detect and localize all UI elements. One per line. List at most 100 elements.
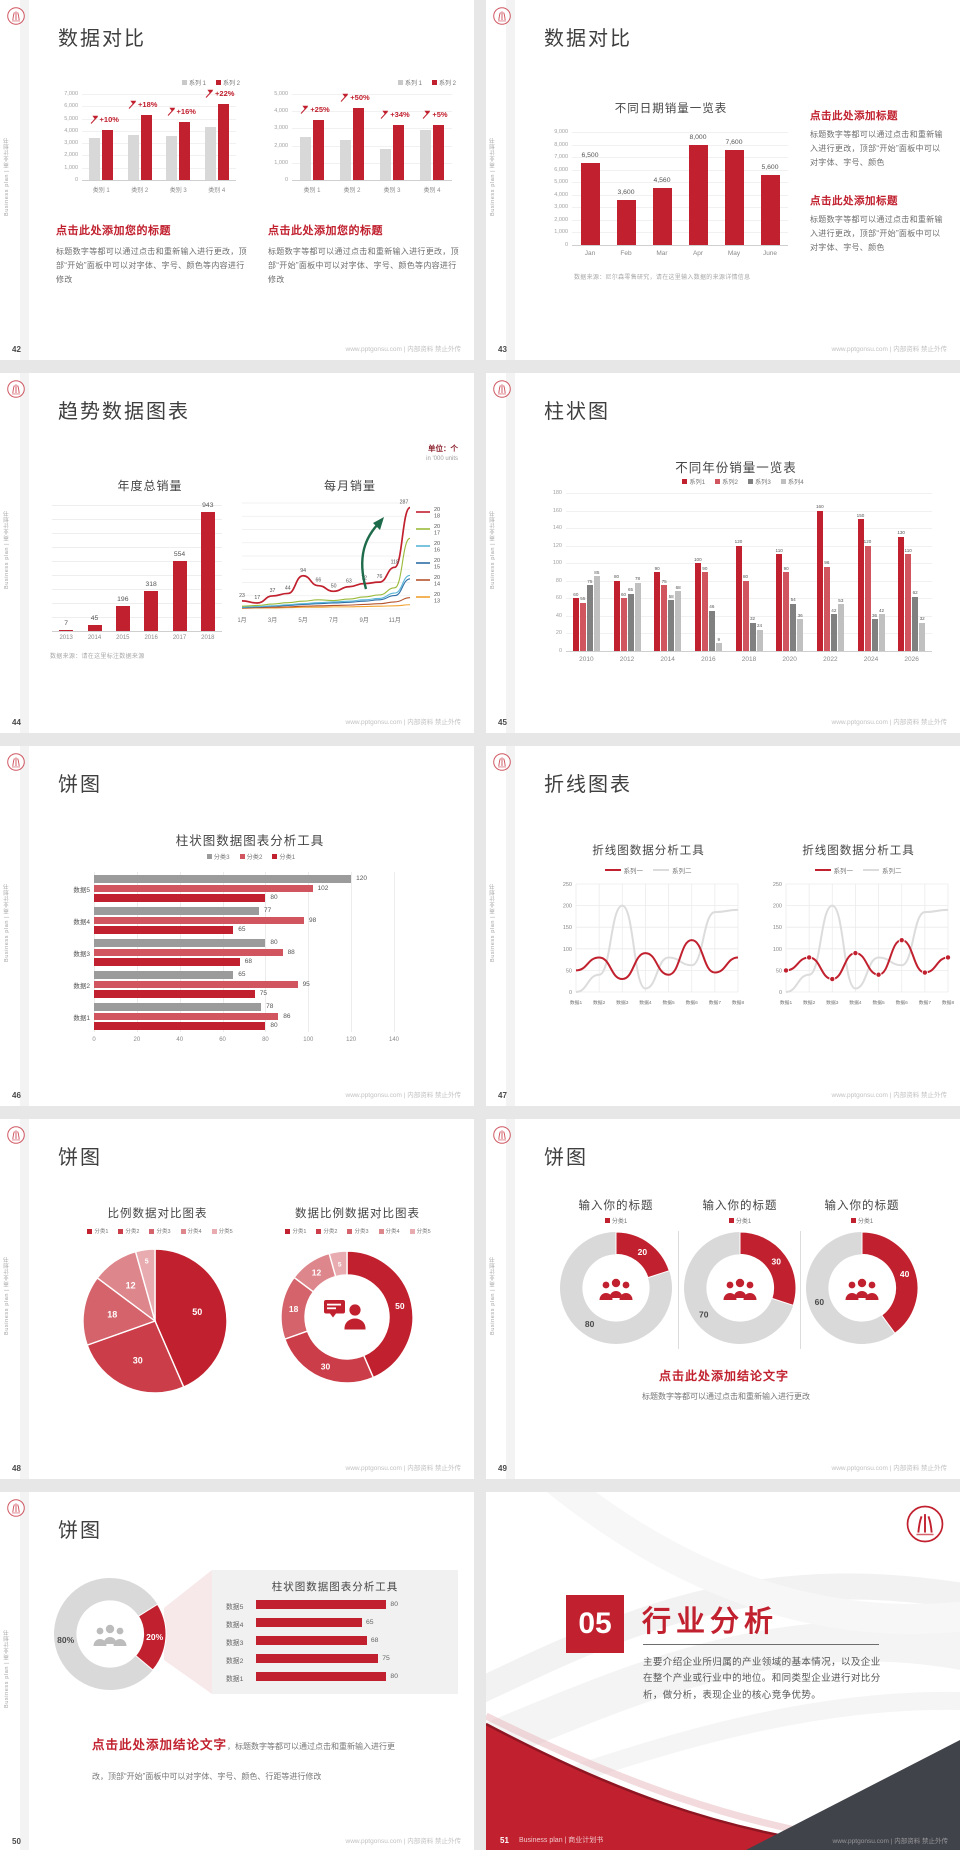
chart-element — [94, 916, 304, 924]
chart-element — [166, 135, 178, 180]
line-chart: 系列一 系列二 250 200 150 100 50 0 数据1 数据2 数据3 数据4 数据5 数据6 数… — [550, 864, 746, 1030]
chart-element: 90 — [783, 565, 789, 571]
chart-element: 5月 — [298, 617, 307, 624]
chart-element — [661, 585, 668, 651]
chart-element: 50 — [395, 1301, 405, 1311]
chart-element: 55 — [580, 596, 586, 602]
chart-element: 分类1 分类2 分类3 分类4 分类5 — [262, 1225, 454, 1237]
chart-element: 50 — [192, 1307, 202, 1317]
slide-45-thumbnail[interactable]: Business plan | 商业计划书 柱状图 不同年份销量一览表 系列1 系… — [486, 373, 960, 733]
chart-title: 年度总销量 — [117, 479, 183, 493]
chart-element — [200, 512, 215, 631]
chart-element — [493, 1126, 511, 1144]
chart-element — [863, 869, 879, 871]
chart-element — [347, 1228, 353, 1234]
chart-element: 5,000 — [554, 179, 568, 186]
chart-element: 75 — [661, 578, 667, 584]
chart-element — [7, 753, 25, 771]
slide-44-thumbnail[interactable]: Business plan | 商业计划书 趋势数据图表 单位：个 in '00… — [0, 373, 474, 733]
chart-element — [616, 199, 636, 245]
column-divider — [678, 1231, 679, 1349]
slide-51-section-divider[interactable]: 05 行业分析 主要介绍企业所归属的产业领域的基本情况，以及企业在整个产业或行业… — [486, 1492, 960, 1850]
chart-element: 2018 — [741, 656, 757, 663]
chart-element: 类别 1 — [92, 188, 110, 194]
chart-element: 数据3 — [616, 999, 629, 1006]
chart-element — [94, 894, 266, 902]
chart-element: 30 — [133, 1356, 143, 1366]
chart-element — [694, 563, 701, 651]
chart-element: 24 — [756, 623, 763, 629]
chart-element — [59, 629, 74, 631]
chart-element — [91, 115, 98, 120]
donut-chart: 分类1 分类2 分类3 分类4 分类5 50 30 18 12 5 — [262, 1225, 454, 1401]
chart-element: 数据5 — [226, 1604, 244, 1611]
chart-element: 分类1 分类2 分类3 分类4 分类5 — [70, 1225, 250, 1237]
chart-element — [292, 180, 452, 181]
chart-element — [181, 80, 187, 85]
chart-element: 2014 — [87, 635, 102, 641]
chart-element: 150 — [856, 512, 865, 518]
sidebar-band — [506, 1119, 515, 1479]
chart-element: 4,000 — [274, 108, 288, 115]
chart-element: 5 — [145, 1258, 149, 1265]
chart-element — [486, 1724, 880, 1850]
slide-50-thumbnail[interactable]: Business plan | 商业计划书 饼图 20% 80% 柱状图数据图表分… — [0, 1492, 474, 1850]
chart-element: 分类1 — [850, 1216, 873, 1225]
chart-element — [94, 884, 313, 892]
chart-element: 80 — [555, 577, 562, 584]
chart-element — [701, 572, 708, 651]
chart-element: 6,000 — [64, 103, 78, 110]
chart-element — [292, 162, 452, 164]
chart-element: 12 — [312, 1267, 322, 1277]
callout-panel: 柱状图数据图表分析工具 数据5 80 数据4 65 数据3 68 数据2 75 数据1 80 — [212, 1570, 458, 1694]
chart-element — [17, 1131, 20, 1140]
slide-47-thumbnail[interactable]: Business plan | 商业计划书 折线图表 折线图数据分析工具 折线图… — [486, 746, 960, 1106]
chart-element: 3,000 — [274, 125, 288, 132]
chart-element — [816, 510, 823, 651]
slide-46-thumbnail[interactable]: Business plan | 商业计划书 饼图 柱状图数据图表分析工具 分类3… — [0, 746, 474, 1106]
chart-element: 554 — [173, 551, 186, 559]
chart-element — [593, 576, 600, 651]
people-icon — [599, 1281, 613, 1300]
chart-element: +50% — [350, 92, 370, 102]
chart-element: +34% — [371, 110, 419, 119]
chart-element: 系列4 — [787, 479, 804, 486]
chart-element: 100 — [552, 560, 562, 567]
people-icon — [619, 1281, 633, 1300]
page-title: 柱状图 — [544, 401, 610, 423]
chart-element — [409, 1228, 415, 1234]
chart-element: 80 — [270, 894, 278, 901]
chart-element — [560, 1232, 672, 1344]
people-icon — [845, 1281, 859, 1300]
chart-element — [394, 872, 395, 1032]
chart-element: 2020 — [782, 656, 797, 663]
chart-element — [748, 479, 753, 484]
block-heading: 点击此处添加标题 — [810, 195, 898, 207]
chart-element: +16% — [176, 107, 196, 117]
chart-element — [572, 232, 788, 234]
chart-element — [806, 1232, 895, 1344]
chart-element: 250 200 150 100 50 0 数据1 数据2 数据3 数据4 数据5 数据6 数据7 数据8 — [773, 882, 955, 1006]
chart-element: 类别 3 — [169, 188, 187, 194]
chart-element — [566, 510, 932, 512]
chart-element: 40 — [176, 1037, 184, 1043]
slide-48-thumbnail[interactable]: Business plan | 商业计划书 饼图 比例数据对比图表 数据比例数据… — [0, 1119, 474, 1479]
chart-element — [94, 980, 298, 988]
chart-element — [575, 939, 739, 981]
chart-element — [493, 7, 511, 25]
chart-element — [604, 869, 621, 871]
slide-43-thumbnail[interactable]: Business plan | 商业计划书 数据对比 不同日期销量一览表 9,0… — [486, 0, 960, 360]
chart-element — [149, 1228, 155, 1234]
person-speech-icon — [324, 1300, 366, 1330]
chart-element: 77 — [264, 907, 272, 914]
chart-element: 5,000 — [64, 115, 78, 122]
chart-element: 65 — [238, 971, 246, 978]
chart-element: 0 — [779, 990, 782, 996]
slide-42-thumbnail[interactable]: Business plan | 商业计划书 数据对比 系列 1 系列 2 7,000… — [0, 0, 474, 360]
chart-element: 数据3 — [826, 999, 839, 1006]
slide-49-thumbnail[interactable]: Business plan | 商业计划书 饼图 输入你的标题 输入你的标题 输… — [486, 1119, 960, 1479]
chart-element: 160 — [552, 507, 562, 514]
footer-site: www.pptgonsu.com | 内部资料 禁止外传 — [832, 1838, 948, 1845]
chart-element: 68 — [244, 958, 252, 965]
